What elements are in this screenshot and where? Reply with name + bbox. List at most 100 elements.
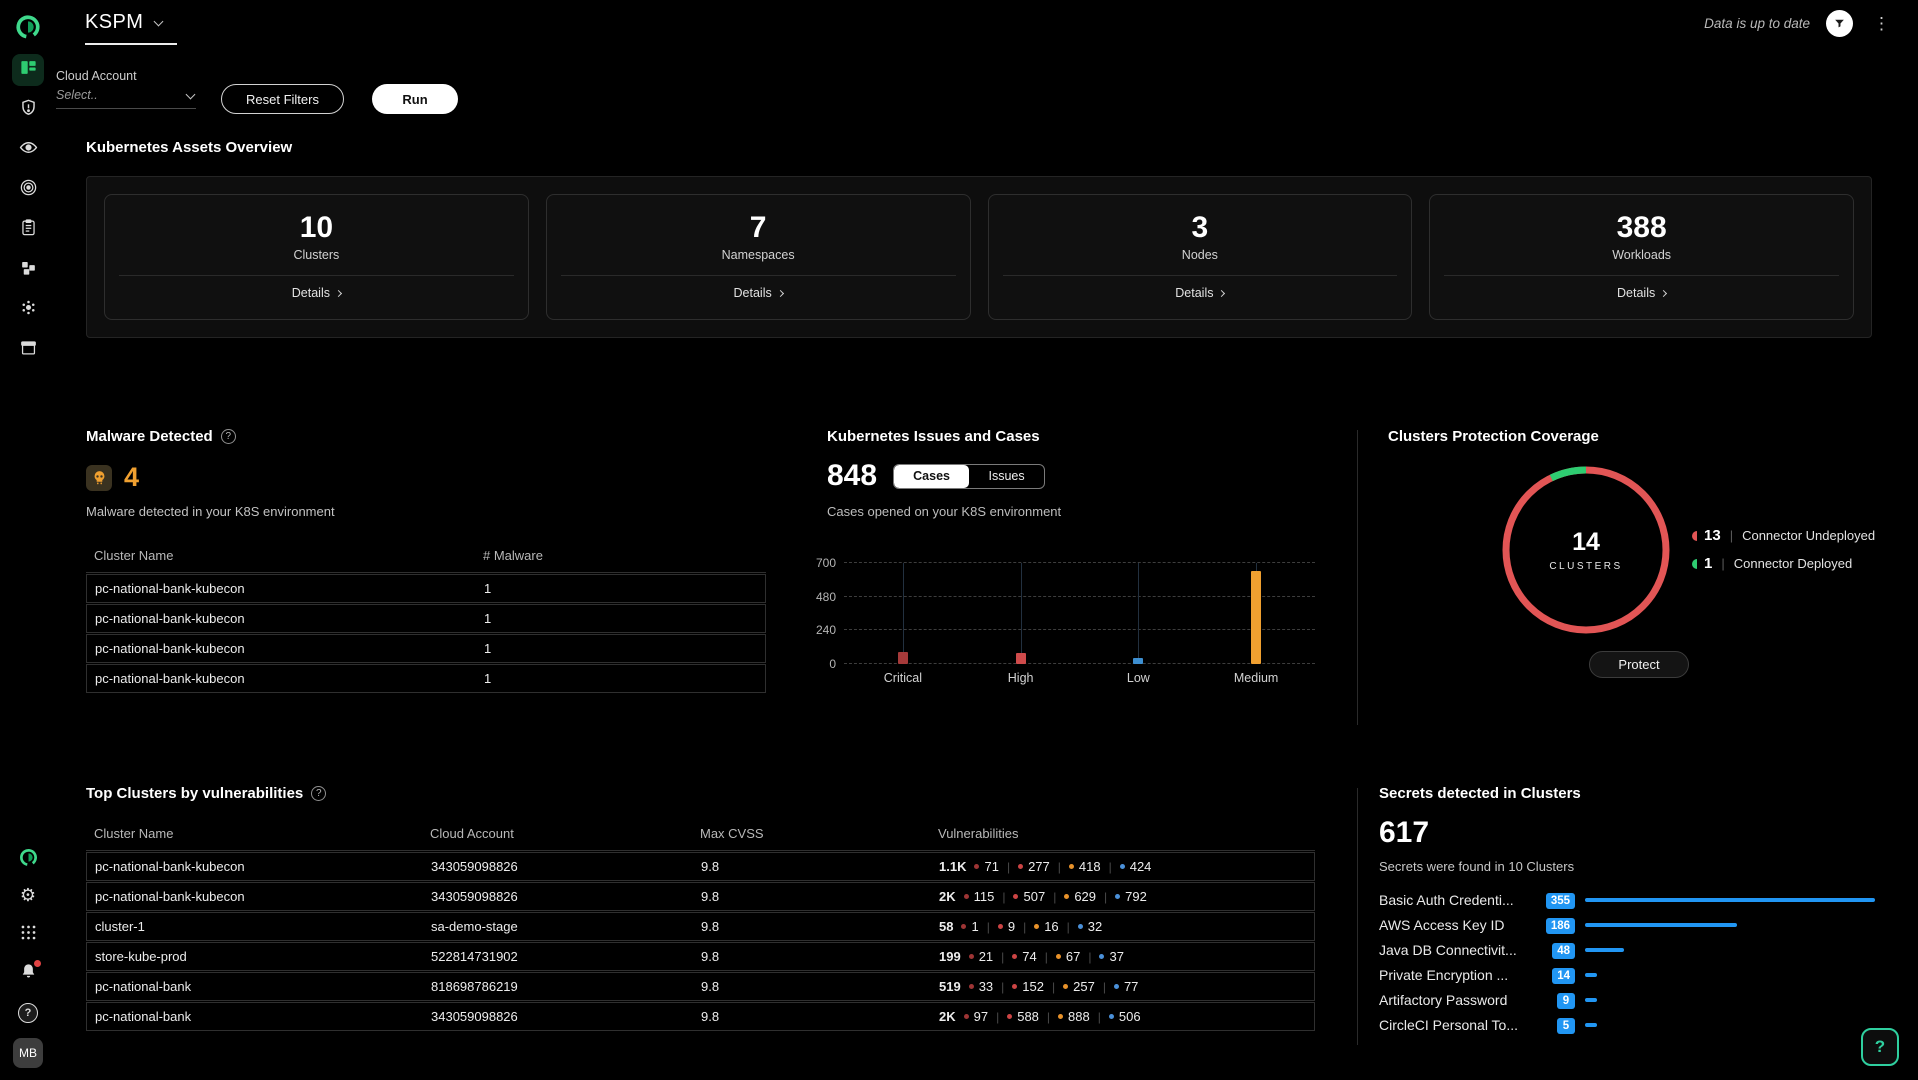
sidebar-item-detections[interactable] [12,174,44,206]
medium-dot-icon [1058,1014,1064,1019]
reset-filters-button[interactable]: Reset Filters [221,84,344,114]
secret-row[interactable]: Artifactory Password 9 [1379,987,1879,1012]
low-dot-icon [1115,894,1121,899]
help-circle-icon[interactable]: ? [311,786,327,801]
separator: | [1006,859,1011,874]
sidebar-item-visibility[interactable] [12,134,44,166]
critical-dot-icon [968,954,974,959]
table-row[interactable]: pc-national-bank-kubecon 343059098826 9.… [86,882,1315,911]
help-circle-icon[interactable]: ? [220,429,236,444]
user-avatar[interactable]: MB [13,1038,43,1068]
secret-count-badge: 5 [1557,1017,1575,1034]
secrets-title: Secrets detected in Clusters [1379,785,1581,802]
secret-row[interactable]: Private Encryption ... 14 [1379,962,1879,987]
settings-button[interactable]: ⚙ [14,882,42,910]
sidebar-item-dashboard[interactable] [12,54,44,86]
app-logo-icon[interactable] [15,14,41,40]
table-row[interactable]: pc-national-bank-kubecon 1 [86,634,766,663]
cluster-name-cell: pc-national-bank [95,979,192,994]
legend-separator: | [1729,528,1734,543]
separator: | [1108,859,1112,874]
table-row[interactable]: pc-national-bank 343059098826 9.8 2K 97 … [86,1002,1315,1031]
secret-row[interactable]: CircleCI Personal To... 5 [1379,1012,1879,1037]
cloud-account-label: Cloud Account [56,69,137,83]
x-tick-label: Critical [883,671,922,685]
secret-type-label: CircleCI Personal To... [1379,1016,1519,1033]
more-menu-button[interactable]: ⋮ [1873,14,1890,33]
help-button[interactable]: ? [14,999,42,1027]
critical-count: 71 [984,859,999,874]
chart-bar[interactable] [897,651,908,664]
brand-logo-icon[interactable] [14,843,42,871]
cloud-account-cell: 343059098826 [431,889,518,904]
secret-row[interactable]: Basic Auth Credenti... 355 [1379,887,1879,912]
cloud-account-select[interactable]: Select.. [56,88,196,109]
help-fab-button[interactable]: ? [1861,1028,1899,1066]
column-header-cvss: Max CVSS [700,826,764,841]
critical-count: 1 [971,919,979,934]
secrets-total: 617 [1379,816,1430,849]
separator: | [1044,949,1048,964]
product-switcher[interactable]: KSPM [85,11,164,34]
high-count: 9 [1007,919,1016,934]
donut-deployed-arc [1502,466,1670,634]
critical-dot-icon [974,864,980,869]
apps-button[interactable] [14,921,42,949]
grid-dots-icon [19,923,38,947]
table-row[interactable]: pc-national-bank-kubecon 1 [86,604,766,633]
run-button[interactable]: Run [372,84,458,114]
high-dot-icon [1012,954,1018,959]
sidebar-item-compliance[interactable] [12,214,44,246]
asset-card: 10 Clusters Details [104,194,529,320]
details-link[interactable]: Details [1430,276,1853,310]
column-header-cluster: Cluster Name [94,548,174,563]
y-tick-label: 0 [829,657,836,671]
assets-overview-panel: 10 Clusters Details 7 Namespaces Details… [86,176,1872,338]
sidebar-item-threats[interactable] [12,94,44,126]
details-link[interactable]: Details [547,276,970,310]
separator: | [1066,919,1070,934]
max-cvss-cell: 9.8 [701,979,720,994]
table-row[interactable]: cluster-1 sa-demo-stage 9.8 58 1 | 9 | 1… [86,912,1315,941]
notifications-button[interactable] [14,960,42,988]
global-filter-button[interactable] [1826,10,1853,37]
category-gridline [1138,563,1140,664]
tab-issues[interactable]: Issues [988,469,1025,483]
chart-bar[interactable] [1015,653,1026,664]
y-tick-label: 480 [815,589,836,604]
chart-bar[interactable] [1133,658,1144,664]
separator: | [986,919,990,934]
details-link[interactable]: Details [105,276,528,310]
x-tick-label: Low [1126,671,1150,685]
table-row[interactable]: pc-national-bank-kubecon 343059098826 9.… [86,852,1315,881]
table-row[interactable]: pc-national-bank 818698786219 9.8 519 33… [86,972,1315,1001]
legend-mark-icon [1692,558,1697,569]
skull-icon [86,464,112,491]
chart-bar[interactable] [1251,570,1262,664]
high-count: 277 [1028,859,1050,874]
cases-subtitle: Cases opened on your K8S environment [827,504,1062,519]
details-link[interactable]: Details [989,276,1412,310]
low-dot-icon [1119,864,1125,869]
legend-count: 1 [1704,555,1713,572]
sidebar-item-spark[interactable] [12,294,44,326]
sidebar-item-assets[interactable] [12,254,44,286]
separator: | [1104,889,1108,904]
legend-count: 13 [1704,527,1721,544]
medium-count: 629 [1074,889,1097,904]
table-row[interactable]: pc-national-bank-kubecon 1 [86,574,766,603]
table-row[interactable]: pc-national-bank-kubecon 1 [86,664,766,693]
sidebar-item-registry[interactable] [12,334,44,366]
top-clusters-section: Top Clusters by vulnerabilities ? Cluste… [86,785,1315,1031]
vulnerabilities-cell: 2K 115 | 507 | 629 | 792 [939,889,1314,904]
secret-row[interactable]: Java DB Connectivit... 48 [1379,937,1879,962]
low-count: 792 [1125,889,1147,904]
tab-cases[interactable]: Cases [894,464,970,488]
target-icon [19,178,38,202]
table-row[interactable]: store-kube-prod 522814731902 9.8 199 21 … [86,942,1315,971]
secret-type-label: Java DB Connectivit... [1379,941,1517,958]
secret-row[interactable]: AWS Access Key ID 186 [1379,912,1879,937]
notification-dot [33,960,41,967]
protect-button[interactable]: Protect [1589,651,1689,678]
